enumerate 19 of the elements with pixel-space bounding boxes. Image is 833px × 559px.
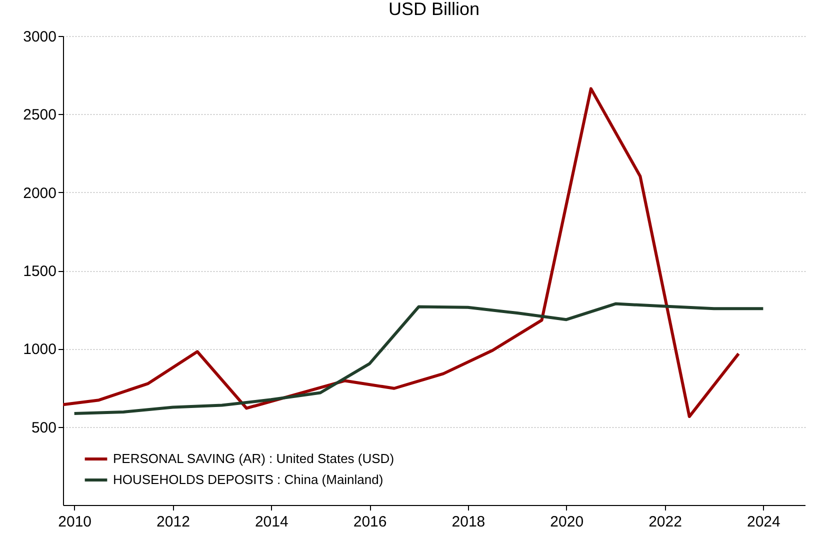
x-tick-label: 2012 — [156, 514, 190, 530]
x-tick-label: 2014 — [254, 514, 288, 530]
chart-title: USD Billion — [388, 0, 480, 19]
y-tick-label: 500 — [31, 419, 56, 436]
y-tick-label: 1500 — [23, 263, 56, 280]
y-tick-label: 2000 — [23, 184, 56, 202]
x-tick-label: 2016 — [353, 514, 387, 530]
line-series — [72, 302, 765, 416]
x-tick-label: 2010 — [58, 514, 92, 530]
y-tick-label: 2500 — [23, 106, 56, 124]
line-series — [63, 87, 740, 418]
y-tick-label: 3000 — [23, 28, 56, 46]
x-tick-label: 2022 — [648, 514, 682, 530]
x-tick-label: 2020 — [550, 514, 584, 530]
y-tick-label: 1000 — [23, 341, 56, 358]
x-tick-label: 2024 — [746, 514, 780, 530]
legend-label: HOUSEHOLDS DEPOSITS : China (Mainland) — [113, 472, 384, 487]
x-tick-label: 2018 — [452, 514, 486, 530]
legend-label: PERSONAL SAVING (AR) : United States (USD) — [113, 451, 394, 466]
